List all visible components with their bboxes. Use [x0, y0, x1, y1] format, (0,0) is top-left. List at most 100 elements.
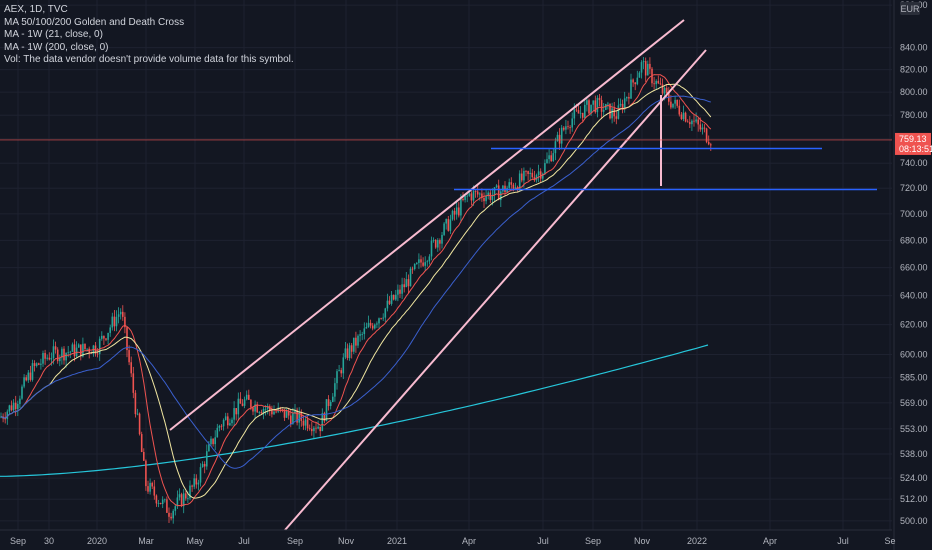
candle-body: [554, 141, 557, 154]
y-tick-label: 538.00: [900, 449, 928, 459]
candle-body: [693, 120, 695, 122]
currency-box[interactable]: [900, 2, 920, 15]
time-axis[interactable]: Sep 30 2020 Mar May Jul Sep Nov 2021 Apr Jul Sep Nov…: [0, 529, 896, 546]
candle-body: [535, 175, 538, 181]
trendline-drawings[interactable]: [0, 19, 892, 531]
candle-body: [197, 482, 200, 485]
candle-body: [537, 171, 540, 176]
upper-wedge-trendline[interactable]: [169, 19, 685, 431]
y-tick-label: 640.00: [900, 291, 928, 301]
candle-body: [623, 98, 626, 110]
candle-body: [250, 399, 252, 408]
y-tick-label: 512.00: [900, 494, 928, 504]
indicator-volume[interactable]: Vol: The data vendor doesn't provide vol…: [4, 54, 294, 65]
candle-body: [512, 184, 515, 189]
candle-body: [579, 112, 582, 114]
candle-body: [640, 62, 643, 73]
candle-body: [659, 83, 662, 85]
candle-body: [626, 97, 628, 99]
candle-body: [474, 191, 477, 192]
candle-body: [481, 193, 483, 198]
candle-body: [619, 103, 622, 106]
candle-body: [586, 100, 588, 105]
candle-body: [491, 195, 494, 200]
candle-body: [208, 444, 210, 452]
candle-body: [134, 392, 137, 415]
candle-body: [298, 412, 300, 423]
candle-body: [174, 506, 177, 511]
candle-body: [573, 109, 576, 119]
x-tick-label: 30: [44, 536, 54, 546]
candle-body: [556, 134, 559, 142]
price-axis[interactable]: 880.00840.00820.00800.00780.00760.00740.…: [893, 0, 932, 550]
candle-body: [369, 322, 372, 326]
candle-body: [143, 452, 145, 461]
candle-body: [636, 77, 639, 85]
candle-body: [325, 399, 328, 422]
candle-body: [159, 502, 162, 504]
candle-body: [241, 403, 244, 406]
candle-body: [52, 346, 55, 359]
indicator-ma-golden-death-cross[interactable]: MA 50/100/200 Golden and Death Cross: [4, 16, 185, 28]
candle-body: [269, 406, 271, 411]
candle-body: [149, 482, 151, 492]
candle-body: [384, 308, 387, 318]
indicator-ma-weekly-200[interactable]: MA - 1W (200, close, 0): [4, 41, 109, 53]
currency-label[interactable]: EUR: [900, 4, 920, 14]
x-tick-label: 2022: [687, 536, 707, 546]
candle-body: [69, 351, 72, 353]
candle-body: [12, 402, 15, 411]
candle-body: [361, 334, 363, 335]
candle-body: [397, 289, 399, 295]
candle-body: [428, 256, 431, 262]
x-tick-label: Jul: [837, 536, 849, 546]
candle-body: [243, 399, 246, 406]
candle-body: [495, 185, 498, 188]
candle-body: [258, 412, 261, 413]
candle-body: [357, 335, 359, 346]
candle-body: [678, 105, 681, 115]
candle-body: [661, 84, 664, 94]
candle-body: [275, 411, 277, 413]
candle-body: [628, 97, 630, 99]
candle-body: [254, 404, 256, 412]
candle-body: [157, 502, 160, 504]
candle-body: [401, 284, 403, 294]
candle-body: [596, 97, 599, 113]
candle-body: [231, 419, 233, 424]
candle-body: [130, 362, 132, 374]
candle-body: [296, 409, 298, 423]
candle-body: [252, 407, 254, 412]
candle-body: [105, 338, 107, 340]
candle-body: [455, 207, 458, 215]
candle-body: [670, 101, 672, 108]
candle-body: [350, 345, 353, 352]
candle-body: [376, 323, 378, 325]
candle-body: [453, 210, 456, 215]
candle-body: [413, 263, 416, 270]
lower-wedge-trendline[interactable]: [284, 49, 707, 531]
candle-body: [17, 403, 19, 410]
candle-body: [518, 173, 521, 190]
candle-body: [409, 268, 412, 287]
candle-body: [500, 191, 502, 201]
candle-body: [468, 193, 471, 196]
candle-body: [86, 348, 88, 350]
candle-body: [707, 141, 710, 145]
candle-body: [168, 512, 170, 517]
last-price-badge[interactable]: [895, 132, 931, 155]
candle-body: [319, 426, 321, 432]
candle-body: [287, 411, 290, 416]
x-tick-label: Apr: [763, 536, 777, 546]
candle-body: [359, 334, 361, 336]
candle-body: [647, 63, 649, 76]
indicator-ma-weekly-21[interactable]: MA - 1W (21, close, 0): [4, 29, 103, 40]
candle-body: [544, 163, 546, 174]
candle-body: [649, 63, 651, 69]
candle-body: [264, 408, 267, 410]
candle-body: [172, 510, 174, 519]
symbol-line[interactable]: AEX, 1D, TVC: [4, 4, 68, 15]
candle-body: [642, 61, 645, 63]
candle-body: [56, 349, 59, 362]
